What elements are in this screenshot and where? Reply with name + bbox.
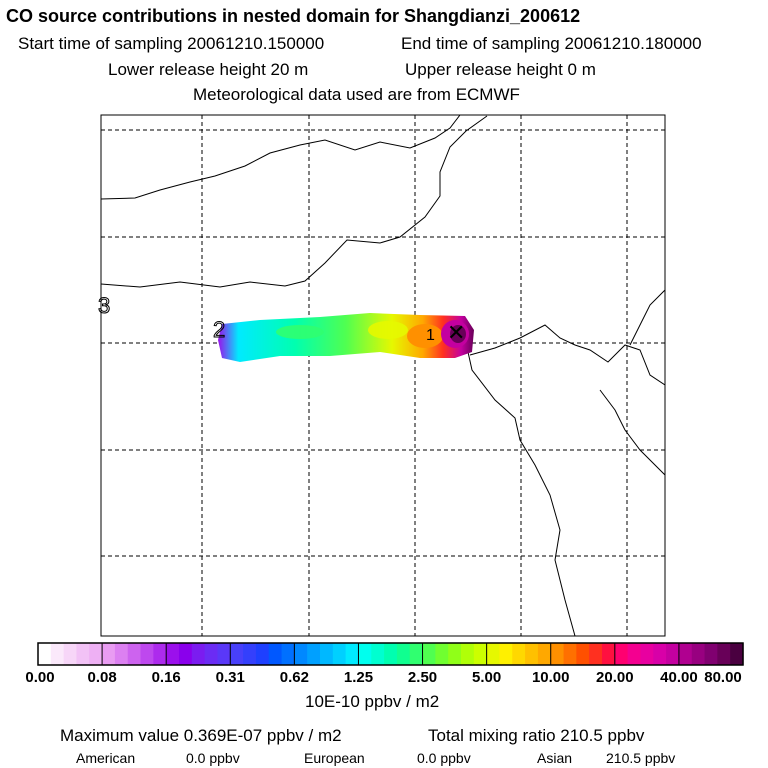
colorbar-unit: 10E-10 ppbv / m2	[305, 692, 440, 711]
colorbar-cell	[50, 643, 65, 665]
colorbar-cell	[473, 643, 488, 665]
colorbar-cell	[614, 643, 629, 665]
colorbar-cell	[525, 643, 539, 665]
colorbar-cell	[691, 643, 706, 665]
colorbar-cell	[38, 643, 52, 665]
colorbar-cell	[537, 643, 552, 665]
colorbar-cell	[371, 643, 385, 665]
colorbar-cell	[294, 643, 308, 665]
colorbar-cell	[396, 643, 411, 665]
colorbar-cell	[486, 643, 501, 665]
colorbar-frame	[37, 642, 744, 666]
colorbar-tick-label: 40.00	[660, 669, 698, 686]
colorbar-cell	[114, 643, 129, 665]
colorbar-cell	[640, 643, 654, 665]
colorbar-tick-label: 0.08	[87, 669, 117, 686]
colorbar-tick-label: 0.00	[25, 669, 55, 686]
colorbar-cell	[653, 643, 667, 665]
colorbar-cell	[127, 643, 142, 665]
colorbar-cell	[358, 643, 372, 665]
colorbar-tick-label: 10.00	[531, 669, 570, 686]
colorbar-cell	[191, 643, 206, 665]
colorbar-tick-label: 20.00	[596, 669, 634, 686]
colorbar-cell	[332, 643, 347, 665]
marker-2: 2	[213, 317, 225, 342]
colorbar-cell	[512, 643, 526, 665]
colorbar-cell	[63, 643, 78, 665]
colorbar-cell	[627, 643, 642, 665]
colorbar-cell	[499, 643, 513, 665]
lower-height-label: Lower release height 20 m	[108, 60, 309, 79]
colorbar-cell	[717, 643, 731, 665]
colorbar-tick-label: 2.50	[407, 669, 438, 686]
colorbar-cell	[563, 643, 577, 665]
colorbar-cell	[730, 643, 744, 665]
colorbar-tick-label: 0.31	[215, 669, 245, 686]
colorbar-cell	[102, 643, 116, 665]
colorbar-cells	[38, 643, 744, 665]
colorbar-cell	[268, 643, 283, 665]
colorbar-tick-label: 80.00	[704, 669, 742, 686]
colorbar-cell	[384, 643, 398, 665]
colorbar-cell	[704, 643, 718, 665]
colorbar-cell	[153, 643, 167, 665]
max-value-label: Maximum value 0.369E-07 ppbv / m2	[60, 726, 342, 745]
colorbar-cell	[409, 643, 424, 665]
colorbar-cell	[217, 643, 231, 665]
colorbar-cell	[435, 643, 449, 665]
colorbar-cell	[179, 643, 193, 665]
colorbar-major-lines	[37, 643, 744, 665]
colorbar-tick-label: 5.00	[472, 669, 502, 686]
colorbar-cell	[140, 643, 154, 665]
map-frame	[100, 114, 666, 637]
receptor-cross-icon: ✕	[447, 321, 465, 346]
asian-label: Asian	[537, 750, 573, 766]
colorbar-cell	[307, 643, 321, 665]
colorbar-cell	[602, 643, 616, 665]
end-time-label: End time of sampling 20061210.180000	[401, 34, 702, 53]
plot-title: CO source contributions in nested domain…	[6, 6, 581, 26]
colorbar-cell	[422, 643, 436, 665]
colorbar-cell	[76, 643, 90, 665]
start-time-label: Start time of sampling 20061210.150000	[18, 34, 325, 53]
colorbar-cell	[89, 643, 103, 665]
colorbar-cell	[243, 643, 257, 665]
coastline	[101, 115, 665, 636]
colorbar-cell	[345, 643, 360, 665]
colorbar-cell	[448, 643, 462, 665]
european-value: 0.0 ppbv	[417, 750, 471, 766]
european-label: European	[304, 750, 365, 766]
upper-height-label: Upper release height 0 m	[405, 60, 596, 79]
colorbar-cell	[461, 643, 475, 665]
colorbar-tick-label: 0.16	[151, 669, 181, 686]
emission-plume	[218, 313, 474, 362]
marker-3: 3	[98, 293, 110, 318]
total-mixing-label: Total mixing ratio 210.5 ppbv	[428, 726, 645, 745]
colorbar-cell	[678, 643, 693, 665]
colorbar-cell	[550, 643, 565, 665]
met-data-label: Meteorological data used are from ECMWF	[193, 85, 520, 104]
colorbar-cell	[576, 643, 590, 665]
asian-value: 210.5 ppbv	[606, 750, 676, 766]
colorbar-tick-label: 0.62	[279, 669, 309, 686]
american-value: 0.0 ppbv	[186, 750, 240, 766]
colorbar-cell	[589, 643, 603, 665]
american-label: American	[76, 750, 136, 766]
colorbar-cell	[281, 643, 295, 665]
colorbar-cell	[204, 643, 219, 665]
marker-1: 1	[426, 327, 435, 344]
colorbar-cell	[230, 643, 244, 665]
colorbar-cell	[166, 643, 180, 665]
colorbar-cell	[666, 643, 680, 665]
colorbar-cell	[320, 643, 334, 665]
colorbar-cell	[255, 643, 270, 665]
colorbar-tick-label: 1.25	[343, 669, 374, 686]
